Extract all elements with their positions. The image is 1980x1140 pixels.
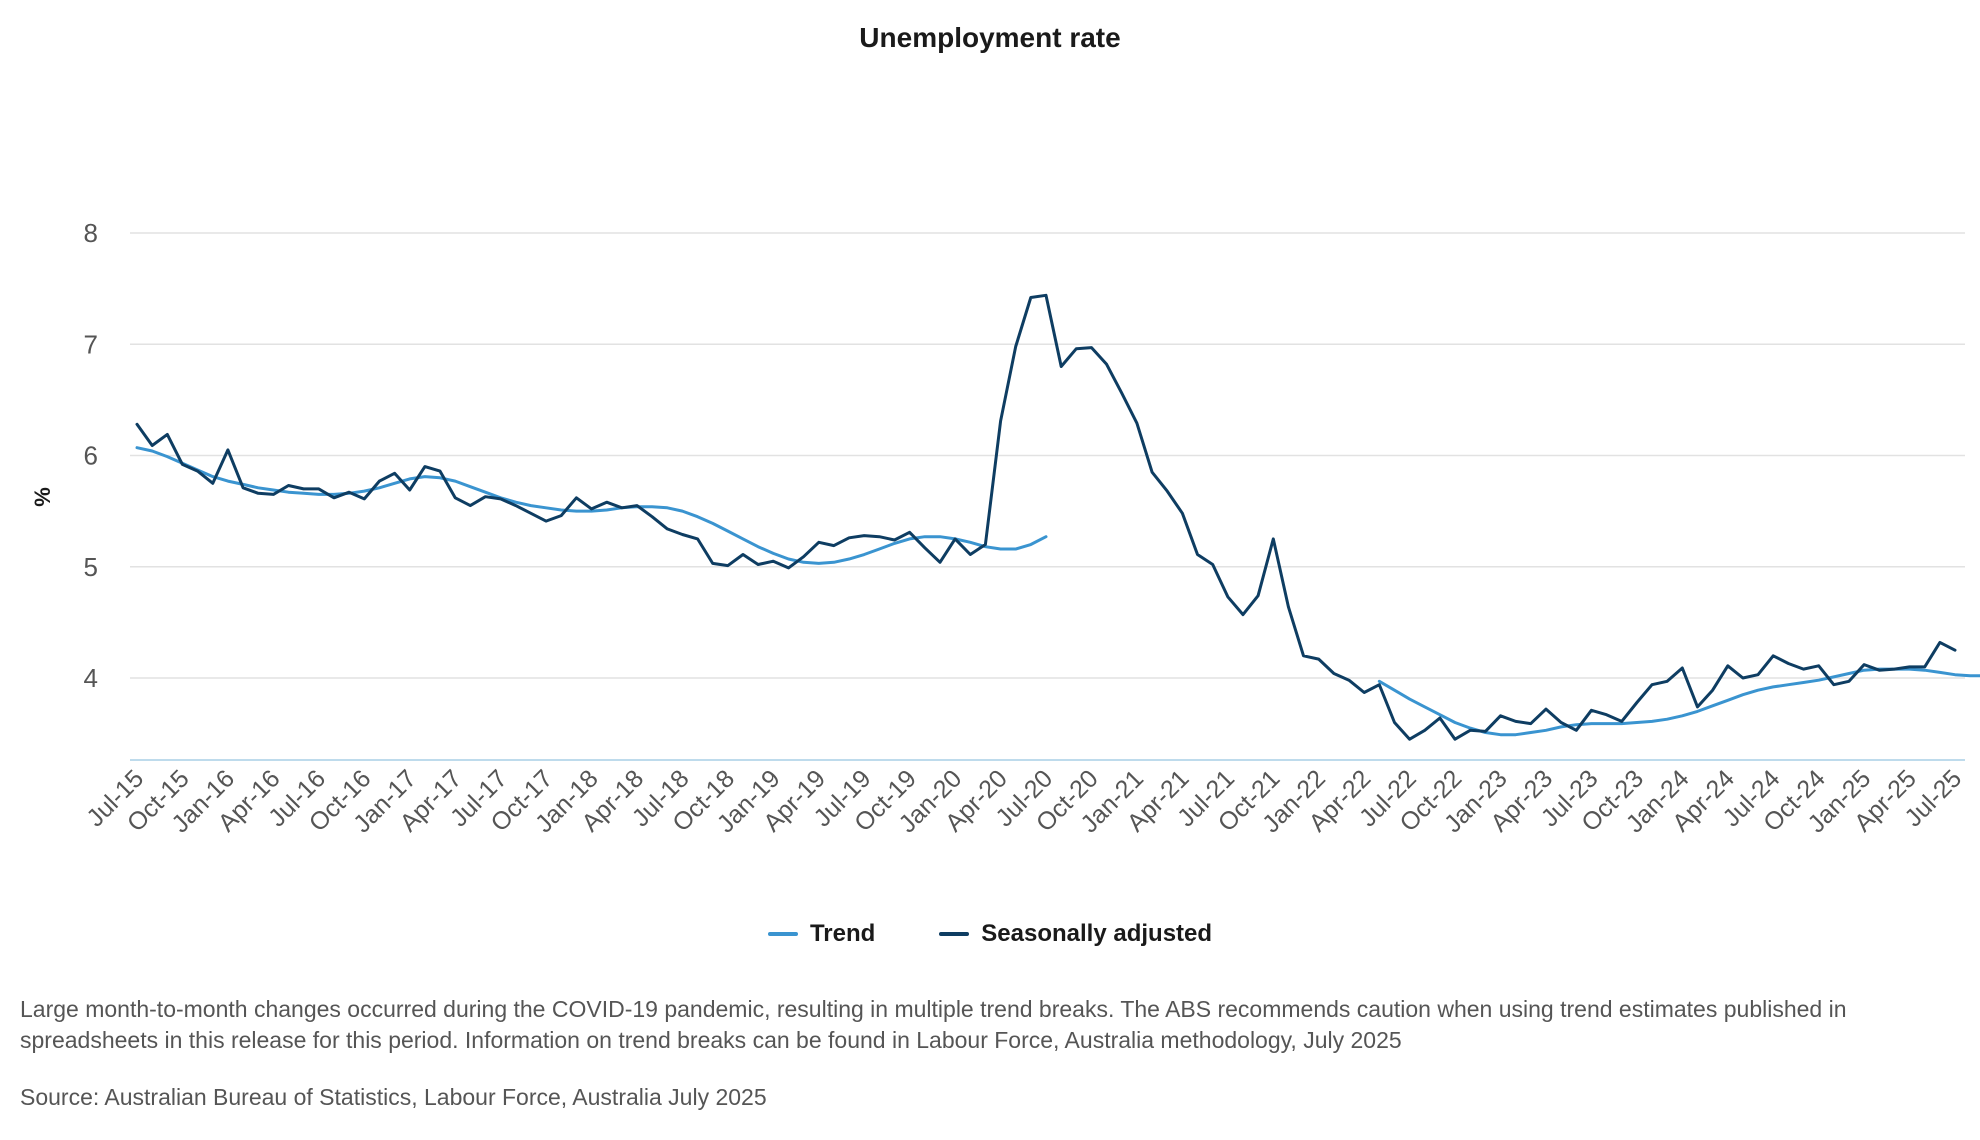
footnote: Large month-to-month changes occurred du… [20,996,1847,1053]
gridlines [130,232,1965,679]
legend-label-seasonally-adjusted: Seasonally adjusted [981,920,1213,947]
series-lines [135,293,1980,741]
y-tick-label-4: 4 [84,663,98,693]
y-tick-label-7: 7 [84,329,98,359]
legend-item-trend[interactable]: Trend [767,920,876,948]
y-axis-label: % [30,487,55,507]
series-line-trend-segment-2 [1377,667,1980,737]
legend-label-trend: Trend [809,920,876,947]
y-tick-label-5: 5 [84,552,98,582]
line-chart: 45678Jul-15Oct-15Jan-16Apr-16Jul-16Oct-1… [30,218,1980,838]
legend-swatch-trend [767,932,798,936]
legend-swatch-seasonally-adjusted [939,932,970,936]
source-note: Source: Australian Bureau of Statistics,… [20,1084,767,1110]
series-line-seasonally-adjusted-segment-1 [135,293,1957,741]
legend-item-seasonally-adjusted[interactable]: Seasonally adjusted [939,920,1212,948]
legend: Trend Seasonally adjusted [0,920,1980,948]
chart-title: Unemployment rate [859,22,1121,53]
series-line-trend-segment-1 [135,446,1048,565]
axes: 45678Jul-15Oct-15Jan-16Apr-16Jul-16Oct-1… [81,218,1967,838]
y-tick-label-6: 6 [84,441,98,471]
y-tick-label-8: 8 [84,218,98,248]
